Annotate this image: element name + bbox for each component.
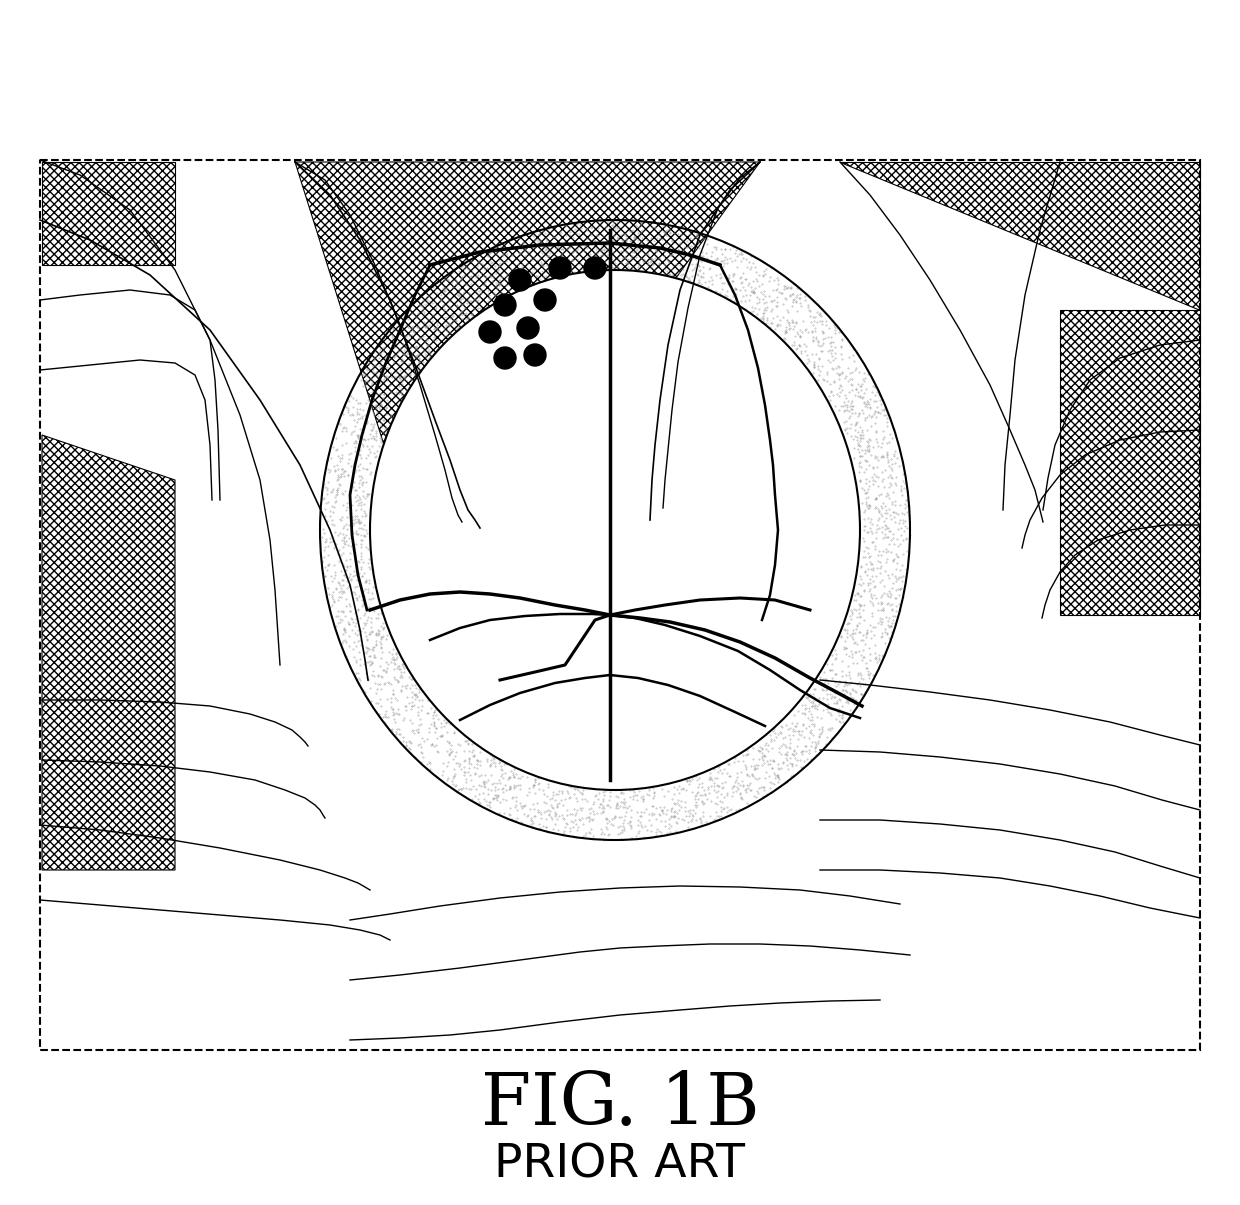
Text: PRIOR ART: PRIOR ART [495, 1142, 745, 1187]
Circle shape [494, 347, 516, 369]
Circle shape [525, 343, 546, 366]
Circle shape [494, 294, 516, 316]
Circle shape [584, 257, 606, 280]
Circle shape [508, 269, 531, 290]
Polygon shape [42, 161, 175, 265]
Circle shape [517, 317, 539, 339]
Circle shape [534, 289, 556, 311]
Polygon shape [1060, 310, 1200, 615]
Polygon shape [839, 161, 1200, 310]
Polygon shape [295, 161, 760, 480]
Polygon shape [42, 435, 175, 870]
Circle shape [549, 257, 570, 280]
Ellipse shape [370, 270, 861, 790]
Circle shape [479, 321, 501, 343]
Text: FIG. 1B: FIG. 1B [481, 1070, 759, 1140]
